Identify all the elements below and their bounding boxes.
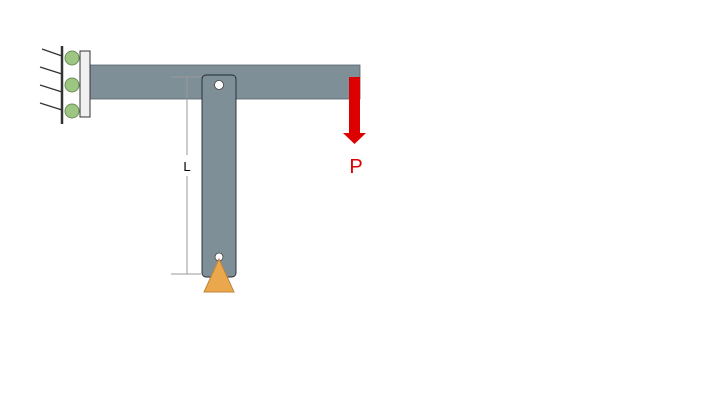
- roller-support-icon: [64, 50, 91, 119]
- hatch-line: [39, 66, 63, 75]
- support-plate: [79, 50, 91, 118]
- top-pin-hole: [214, 80, 224, 90]
- down-arrow-icon: [343, 77, 366, 144]
- hatch-line: [39, 84, 63, 93]
- arrow-head: [343, 133, 366, 144]
- hatch-line: [41, 48, 63, 57]
- arrow-shaft: [349, 77, 360, 134]
- pin-support-icon: [203, 257, 235, 293]
- dimension-marker: [171, 76, 201, 275]
- load-label: P: [349, 156, 362, 178]
- roller-circle: [64, 103, 80, 119]
- dimension-label: L: [183, 159, 190, 174]
- vertical-member: [201, 74, 237, 278]
- wall-hatching: [39, 46, 64, 124]
- roller-circle: [64, 77, 80, 93]
- roller-circle: [64, 50, 80, 66]
- hatch-line: [39, 102, 63, 111]
